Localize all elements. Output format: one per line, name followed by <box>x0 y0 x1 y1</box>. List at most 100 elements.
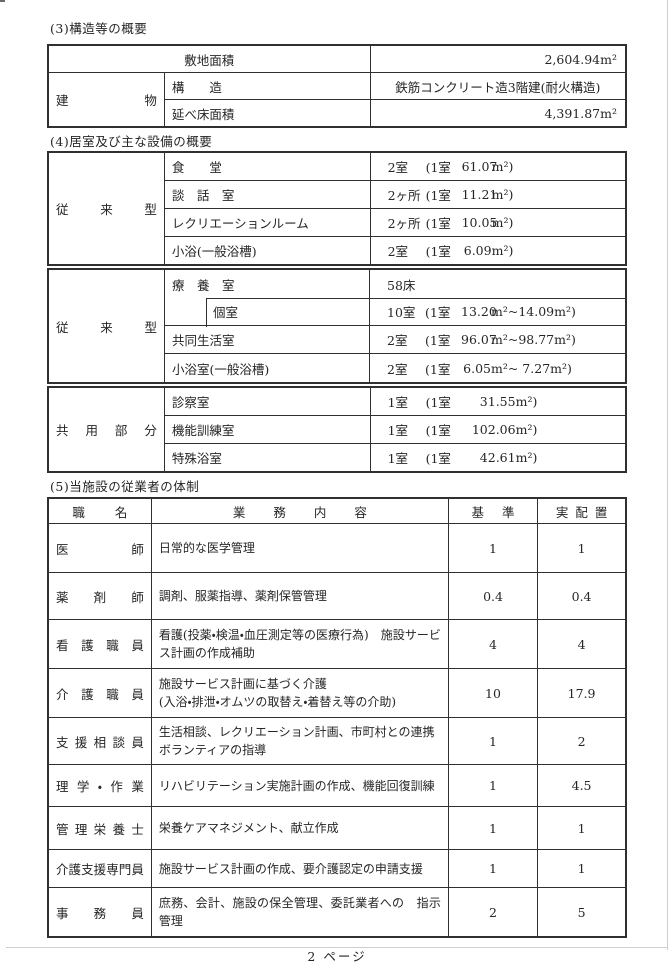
actual-count: 1 <box>537 849 627 888</box>
actual-count: 1 <box>537 806 627 850</box>
floor-area-label: 延べ床面積 <box>163 99 371 128</box>
job-name: 理学・作業 <box>47 764 152 807</box>
job-duty: 施設サービス計画に基づく介護 (入浴・排泄・オムツの取替え・着替え等の介助) <box>150 668 449 718</box>
table-row: 敷地面積 2,604.94m² <box>47 44 627 73</box>
site-area-value: 2,604.94m² <box>369 44 627 73</box>
group-label: 従来型 <box>49 270 165 382</box>
structure-row-value: 鉄筋コンクリート造3階建(耐火構造) <box>369 72 627 100</box>
table-row: 事務員 庶務、会計、施設の保全管理、委託業者への 指示管理 2 5 <box>47 887 627 938</box>
section4-title: (4)居室及び主な設備の概要 <box>50 134 213 149</box>
actual-count: 0.4 <box>537 572 627 620</box>
room-value: 1室 (1室 31.55 m²) <box>387 394 538 410</box>
table-row: レクリエーションルーム 2ヶ所 (1室 10.05 m²) <box>48 208 627 237</box>
page-edge-line-right <box>667 0 668 950</box>
job-name: 医師 <box>47 523 152 573</box>
rooms-group3-table: 共用部分 診察室 1室 (1室 31.55 m²) 機能訓練室 1室 (1室 102.06… <box>47 386 627 473</box>
building-label: 建物 <box>47 72 165 128</box>
job-duty: 生活相談、レクリエーション計画、市町村との連携 ボランティアの指導 <box>150 717 449 765</box>
room-value: 1室 (1室 102.06 m²) <box>387 422 538 438</box>
scan-artifact-mark <box>0 0 5 2</box>
actual-count: 4 <box>537 619 627 669</box>
job-duty: 日常的な医学管理 <box>150 523 449 573</box>
job-name: 事務員 <box>47 887 152 938</box>
job-duty: 調剤、服薬指導、薬剤保管管理 <box>150 572 449 620</box>
table-row: 共用部分 診察室 1室 (1室 31.55 m²) <box>47 386 627 473</box>
job-name: 看護職員 <box>47 619 152 669</box>
room-name: 機能訓練室 <box>163 415 371 444</box>
header-job-title: 職名 <box>47 497 152 524</box>
document-content: (3)構造等の概要 敷地面積 2,604.94m² 建物 構 造 鉄筋コンクリー… <box>47 21 627 965</box>
room-name: 療 養 室 <box>165 270 370 298</box>
header-actual: 実配置 <box>537 497 627 524</box>
group-label: 従来型 <box>47 151 165 266</box>
table-row: 特殊浴室 1室 (1室 42.61 m²) <box>48 443 627 473</box>
standard-count: 1 <box>447 523 539 573</box>
job-name: 介護支援専門員 <box>47 849 152 888</box>
standard-count: 1 <box>447 717 539 765</box>
rooms-group2-table: 従来型 療 養 室 58床 個室 10室 (1室 13.20 m²~14.09m²) … <box>47 268 627 384</box>
table-row: 機能訓練室 1室 (1室 102.06 m²) <box>48 415 627 444</box>
actual-count: 1 <box>537 523 627 573</box>
table-row: 談 話 室 2ヶ所 (1室 11.21 m²) <box>48 180 627 209</box>
job-duty: 施設サービス計画の作成、要介護認定の申請支援 <box>150 849 449 888</box>
room-value: 2ヶ所 (1室 10.05 m²) <box>387 215 514 231</box>
page-number: 2 ページ <box>307 949 367 964</box>
table-row: 薬剤師 調剤、服薬指導、薬剤保管管理 0.4 0.4 <box>47 572 627 620</box>
room-value: 2室 (1室 96.07 m²~98.77m²) <box>370 326 625 354</box>
table-row: 看護職員 看護(投薬・検温・血圧測定等の医療行為) 施設サービス計画の作成補助 … <box>47 619 627 669</box>
room-value: 58床 <box>387 277 416 293</box>
actual-count: 4.5 <box>537 764 627 807</box>
room-name: 診察室 <box>163 386 371 416</box>
room-name: 談 話 室 <box>163 180 371 209</box>
standard-count: 0.4 <box>447 572 539 620</box>
table-row: 建物 構 造 鉄筋コンクリート造3階建(耐火構造) <box>47 72 627 128</box>
standard-count: 10 <box>447 668 539 718</box>
header-standard: 基準 <box>447 497 539 524</box>
room-name: 小浴(一般浴槽) <box>163 236 371 266</box>
actual-count: 5 <box>537 887 627 938</box>
table-row: 支援相談員 生活相談、レクリエーション計画、市町村との連携 ボランティアの指導 … <box>47 717 627 765</box>
page-edge-line-bottom <box>6 947 668 948</box>
standard-count: 4 <box>447 619 539 669</box>
room-value: 2室 (1室 61.07 m²) <box>387 159 514 175</box>
table-row: 従来型 食 堂 2室 (1室 61.07 m²) <box>47 151 627 266</box>
rooms-group1-table: 従来型 食 堂 2室 (1室 61.07 m²) 談 話 室 2ヶ所 (1室 11.21 m… <box>47 151 627 266</box>
room-name: 特殊浴室 <box>163 443 371 473</box>
structure-row-label: 構 造 <box>163 72 371 100</box>
staff-table: 職名 業務内容 基準 実配置 医師 日常的な医学管理 1 1 薬剤師 調剤、服薬… <box>47 497 627 938</box>
room-name-koshitsu: 個室 <box>165 298 370 326</box>
job-name: 介護職員 <box>47 668 152 718</box>
job-duty: 看護(投薬・検温・血圧測定等の医療行為) 施設サービス計画の作成補助 <box>150 619 449 669</box>
room-value: 1室 (1室 42.61 m²) <box>387 450 538 466</box>
actual-count: 2 <box>537 717 627 765</box>
room-name: レクリエーションルーム <box>163 208 371 237</box>
table-row: 小浴(一般浴槽) 2室 (1室 6.09 m²) <box>48 236 627 266</box>
standard-count: 1 <box>447 764 539 807</box>
section5-title: (5)当施設の従業者の体制 <box>50 479 200 494</box>
table-row: 介護職員 施設サービス計画に基づく介護 (入浴・排泄・オムツの取替え・着替え等の… <box>47 668 627 718</box>
table-header-row: 職名 業務内容 基準 実配置 <box>47 497 627 524</box>
header-duties: 業務内容 <box>150 497 449 524</box>
actual-count: 17.9 <box>537 668 627 718</box>
table-row: 延べ床面積 4,391.87m² <box>48 99 627 128</box>
table-row: 理学・作業 リハビリテーション実施計画の作成、機能回復訓練 1 4.5 <box>47 764 627 807</box>
job-duty: 庶務、会計、施設の保全管理、委託業者への 指示管理 <box>150 887 449 938</box>
site-area-label: 敷地面積 <box>47 44 371 73</box>
standard-count: 1 <box>447 806 539 850</box>
job-name: 管理栄養士 <box>47 806 152 850</box>
table-row: 管理栄養士 栄養ケアマネジメント、献立作成 1 1 <box>47 806 627 850</box>
section3-title: (3)構造等の概要 <box>50 21 148 36</box>
group-label: 共用部分 <box>47 386 165 473</box>
standard-count: 1 <box>447 849 539 888</box>
job-name: 支援相談員 <box>47 717 152 765</box>
room-name: 小浴室(一般浴槽) <box>165 354 370 382</box>
job-duty: 栄養ケアマネジメント、献立作成 <box>150 806 449 850</box>
room-value: 2室 (1室 6.05 m²~ 7.27m²) <box>387 360 572 377</box>
room-value: 10室 (1室 13.20 m²~14.09m²) <box>370 298 625 326</box>
structure-table: 敷地面積 2,604.94m² 建物 構 造 鉄筋コンクリート造3階建(耐火構造… <box>47 44 627 128</box>
floor-area-value: 4,391.87m² <box>369 99 627 128</box>
standard-count: 2 <box>447 887 539 938</box>
job-duty: リハビリテーション実施計画の作成、機能回復訓練 <box>150 764 449 807</box>
room-name: 共同生活室 <box>165 326 370 354</box>
job-name: 薬剤師 <box>47 572 152 620</box>
